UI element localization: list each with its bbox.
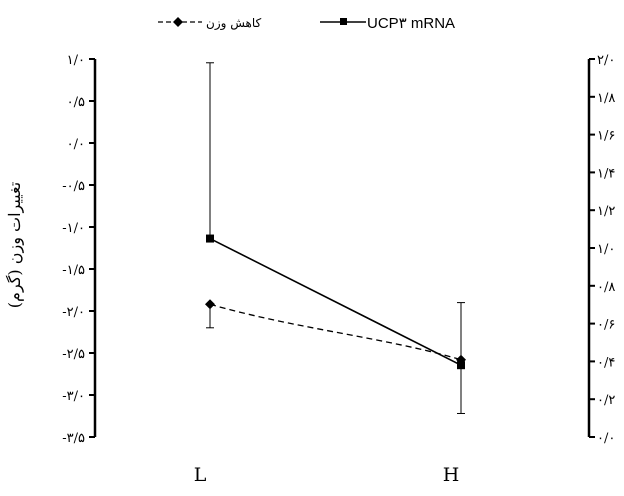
right-tick-label: ۱/۸ <box>597 91 615 106</box>
right-tick-label: ۰/۲ <box>597 393 615 408</box>
legend: UCP۳ mRNA کاهش وزن <box>158 15 455 32</box>
left-tick-label: -۲/۵ <box>62 347 85 362</box>
legend-weight-marker <box>173 17 183 27</box>
legend-ucp3-marker <box>340 18 347 25</box>
left-tick-label: -۳/۵ <box>62 431 85 446</box>
series-layer <box>205 62 466 414</box>
right-tick-label: ۰/۶ <box>597 318 615 333</box>
right-tick-label: ۱/۲ <box>597 204 615 219</box>
left-tick-label: -۰/۵ <box>62 179 85 194</box>
series-line <box>209 237 462 366</box>
right-tick-label: ۱/۰ <box>597 242 615 257</box>
left-axis: ۱/۰ ۰/۵ ۰/۰ -۰/۵ -۱/۰ -۱/۵ -۲/۰ -۲/۵ -۳/۰ -۳/۵ <box>62 53 97 446</box>
left-tick-label: -۱/۰ <box>62 221 85 236</box>
x-tick-label: H <box>443 464 460 486</box>
right-tick-label: ۱/۴ <box>597 166 615 181</box>
series-ucp3 <box>206 62 465 370</box>
series-weight-loss <box>205 299 466 414</box>
left-tick-label: ۰/۵ <box>67 95 85 110</box>
right-tick-label: ۰/۸ <box>597 280 615 295</box>
left-tick-label: ۰/۰ <box>67 137 85 152</box>
data-point <box>206 234 214 243</box>
legend-ucp3-label: UCP۳ mRNA <box>367 15 455 32</box>
x-tick-label: L <box>194 464 207 486</box>
right-tick-label: ۲/۰ <box>597 53 615 68</box>
data-point <box>456 354 466 365</box>
data-point <box>205 299 215 310</box>
left-tick-label: ۱/۰ <box>67 53 85 68</box>
right-tick-label: ۱/۶ <box>597 129 615 144</box>
y-axis-label: تغییرات وزن (گرم) <box>5 182 24 308</box>
series-line <box>209 303 462 361</box>
left-tick-label: -۱/۵ <box>62 263 85 278</box>
right-axis: ۲/۰ ۱/۸ ۱/۶ ۱/۴ ۱/۲ ۱/۰ ۰/۸ ۰/۶ ۰/۴ ۰/۲ ۰/۰ <box>587 53 615 446</box>
right-tick-label: ۰/۴ <box>597 355 615 370</box>
left-tick-label: -۳/۰ <box>62 389 85 404</box>
legend-weight-label: کاهش وزن <box>206 16 262 31</box>
right-tick-label: ۰/۰ <box>597 431 615 446</box>
left-tick-label: -۲/۰ <box>62 305 85 320</box>
